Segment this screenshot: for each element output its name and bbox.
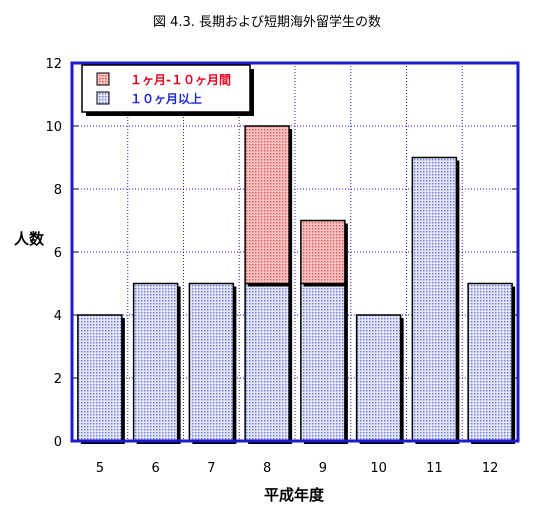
x-tick-label: 12 bbox=[482, 461, 499, 476]
bar-long-term bbox=[467, 282, 513, 442]
x-tick-label: 7 bbox=[207, 461, 215, 476]
y-axis-label: 人数 bbox=[14, 230, 45, 248]
x-tick-label: 8 bbox=[263, 461, 271, 476]
y-tick-label: 12 bbox=[45, 57, 62, 72]
bar-long-term bbox=[355, 314, 402, 442]
plot-frame bbox=[70, 61, 520, 443]
legend-swatch-long bbox=[96, 91, 110, 105]
legend-label-long: １０ヶ月以上 bbox=[130, 91, 202, 106]
bar-short-term bbox=[300, 219, 346, 285]
y-tick-label: 8 bbox=[54, 183, 62, 198]
x-axis-ticks: 5 6 7 8 9 10 11 12 bbox=[96, 461, 499, 476]
legend-label-short: １ヶ月-１０ヶ月間 bbox=[130, 73, 231, 87]
x-tick-label: 10 bbox=[370, 461, 387, 476]
y-tick-label: 6 bbox=[54, 246, 62, 261]
x-axis-label: 平成年度 bbox=[264, 486, 325, 504]
legend-box bbox=[81, 64, 251, 113]
y-tick-label: 4 bbox=[54, 309, 62, 324]
x-tick-label: 6 bbox=[151, 461, 159, 476]
y-tick-label: 2 bbox=[54, 372, 62, 387]
bar-long-term bbox=[411, 156, 458, 442]
bar-long-term bbox=[244, 282, 290, 442]
bars bbox=[77, 125, 516, 444]
bar-long-term bbox=[300, 282, 346, 442]
legend: １ヶ月-１０ヶ月間 １０ヶ月以上 bbox=[81, 64, 254, 116]
bar-long-term bbox=[132, 282, 179, 442]
bar-short-term bbox=[244, 125, 290, 285]
x-tick-label: 11 bbox=[426, 461, 443, 476]
y-tick-label: 10 bbox=[45, 120, 62, 135]
legend-swatch-short bbox=[96, 72, 110, 86]
bar-long-term bbox=[188, 282, 235, 442]
x-tick-label: 5 bbox=[96, 461, 104, 476]
bar-long-term bbox=[77, 314, 123, 442]
grid-lines bbox=[72, 63, 518, 441]
y-tick-label: 0 bbox=[54, 435, 62, 450]
chart-title: 図 4.3. 長期および短期海外留学生の数 bbox=[153, 14, 381, 30]
x-tick-label: 9 bbox=[319, 461, 327, 476]
